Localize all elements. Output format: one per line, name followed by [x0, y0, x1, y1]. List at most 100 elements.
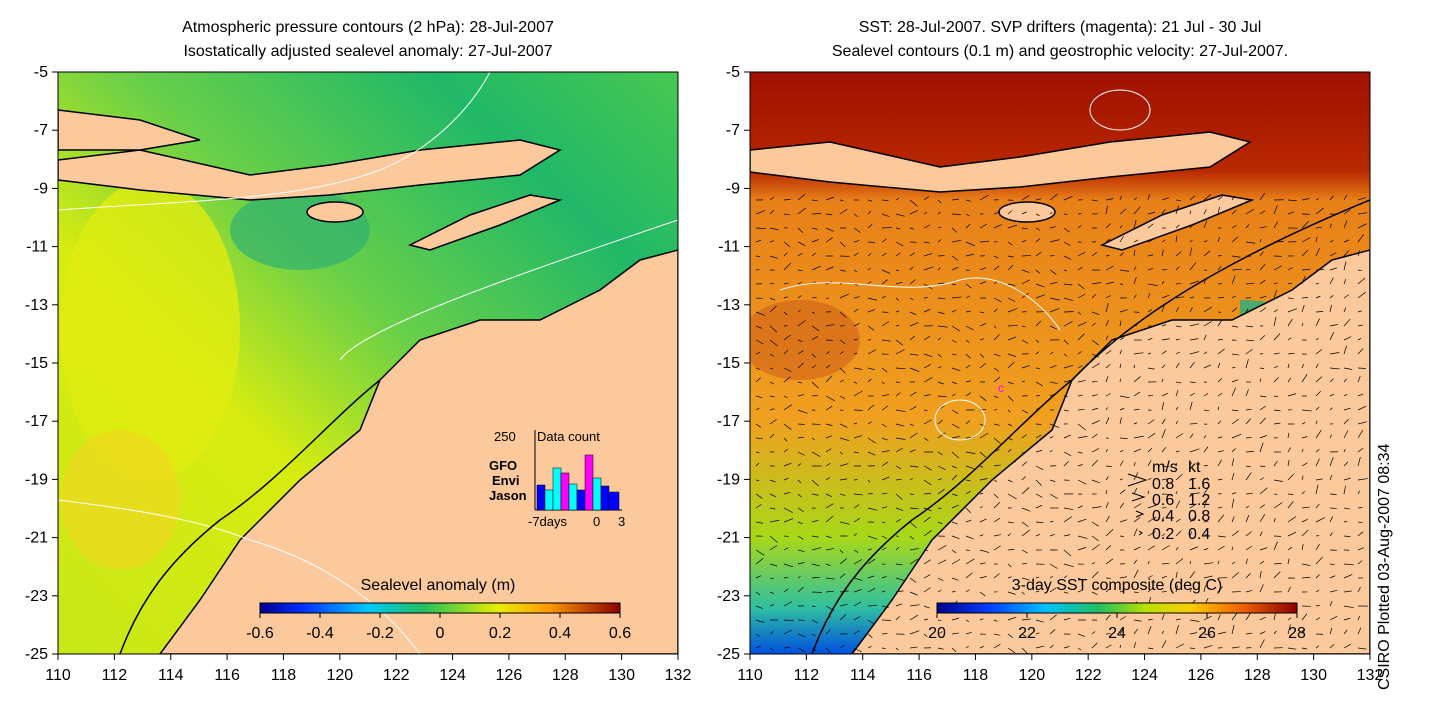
velocity-arrow	[811, 252, 816, 257]
velocity-arrow	[1007, 297, 1016, 302]
legend-arrow-0.6	[1131, 492, 1146, 502]
velocity-arrow	[1105, 295, 1111, 299]
velocity-arrow	[1105, 335, 1109, 341]
velocity-arrow	[1357, 560, 1363, 565]
sst-title-line2: Sealevel contours (0.1 m) and geostrophi…	[832, 43, 1288, 60]
velocity-arrow	[923, 308, 931, 313]
velocity-arrow	[783, 563, 794, 568]
velocity-arrow	[1343, 220, 1348, 229]
velocity-arrow	[1007, 493, 1017, 500]
velocity-arrow	[979, 194, 989, 201]
velocity-arrow	[895, 367, 906, 370]
colorbar-tick-label: 20	[928, 625, 946, 642]
velocity-arrow	[965, 420, 971, 425]
velocity-arrow	[1049, 520, 1054, 523]
velocity-arrow	[853, 352, 858, 355]
velocity-arrow	[1021, 487, 1030, 495]
velocity-arrow	[1161, 590, 1167, 593]
velocity-arrow	[783, 213, 791, 216]
velocity-arrow	[1063, 507, 1074, 510]
sst-timor-island	[1099, 194, 1255, 251]
velocity-arrow	[825, 563, 831, 567]
velocity-arrow	[1147, 504, 1158, 509]
velocity-arrow	[1329, 563, 1335, 566]
velocity-arrow	[811, 353, 816, 358]
velocity-arrow	[881, 321, 890, 327]
velocity-arrow	[1273, 221, 1279, 229]
velocity-arrow	[1105, 376, 1109, 383]
legend-row-kt: 0.4	[1188, 526, 1210, 543]
velocity-arrow	[1231, 492, 1237, 495]
velocity-arrow	[783, 601, 793, 607]
velocity-arrow	[1091, 561, 1096, 565]
y-tick-label: -19	[717, 471, 740, 488]
velocity-arrow	[1007, 437, 1013, 441]
velocity-arrow	[1203, 334, 1207, 341]
velocity-arrow	[937, 381, 944, 385]
velocity-arrow	[1245, 573, 1251, 579]
velocity-arrow	[1021, 562, 1028, 565]
velocity-arrow	[1217, 265, 1222, 271]
velocity-arrow	[1189, 296, 1194, 299]
velocity-arrow	[755, 504, 762, 509]
velocity-arrow	[1035, 493, 1043, 498]
velocity-arrow	[1273, 571, 1281, 579]
velocity-arrow	[1077, 518, 1087, 523]
velocity-arrow	[797, 381, 802, 384]
velocity-arrow	[839, 614, 847, 621]
velocity-arrow	[1189, 571, 1196, 579]
velocity-arrow	[1315, 478, 1323, 481]
sla-low-blob	[230, 190, 370, 270]
velocity-arrow	[1105, 303, 1109, 313]
velocity-arrow	[965, 631, 972, 635]
sla-colorbar	[259, 602, 621, 614]
velocity-arrow	[1343, 605, 1354, 609]
velocity-arrow	[1175, 433, 1184, 439]
velocity-arrow	[1203, 585, 1206, 593]
velocity-arrow	[923, 212, 927, 215]
velocity-arrow	[993, 297, 1002, 303]
velocity-arrow	[1343, 209, 1351, 215]
velocity-arrow	[1105, 319, 1109, 327]
velocity-arrow	[1147, 647, 1154, 650]
inset-title: Data count	[537, 429, 600, 444]
velocity-arrow	[1021, 451, 1026, 454]
velocity-arrow	[1021, 255, 1032, 257]
sst-island-chain	[750, 131, 1252, 193]
velocity-arrow	[1119, 337, 1125, 341]
velocity-arrow	[1259, 584, 1264, 593]
velocity-arrow	[937, 353, 942, 358]
velocity-arrow	[1035, 479, 1042, 486]
velocity-arrow	[1217, 296, 1224, 299]
legend-row-ms: 0.2	[1152, 526, 1174, 543]
velocity-arrow	[1175, 251, 1182, 257]
velocity-arrow	[797, 339, 803, 343]
velocity-arrow	[1189, 361, 1195, 369]
velocity-arrow	[769, 367, 774, 370]
velocity-arrow	[1315, 207, 1324, 215]
velocity-arrow	[1007, 308, 1018, 313]
velocity-arrow	[1035, 521, 1044, 523]
velocity-arrow	[1161, 493, 1172, 495]
velocity-arrow	[993, 281, 998, 285]
velocity-arrow	[1119, 644, 1122, 649]
plot-credit: CSIRO Plotted 03-Aug-2007 08:34	[1376, 443, 1393, 690]
velocity-arrow	[839, 351, 844, 355]
velocity-arrow	[1245, 632, 1253, 635]
velocity-arrow	[1049, 308, 1060, 313]
velocity-arrow	[993, 545, 1001, 551]
velocity-arrow	[1105, 265, 1114, 271]
velocity-arrow	[1203, 464, 1208, 467]
velocity-arrow	[1035, 351, 1040, 355]
legend-row-kt: 0.8	[1188, 508, 1210, 525]
velocity-arrow	[1189, 392, 1195, 397]
velocity-arrow	[1161, 418, 1166, 425]
x-tick-label: 126	[496, 667, 523, 684]
velocity-arrow	[881, 394, 890, 397]
velocity-arrow	[1329, 393, 1335, 397]
velocity-arrow	[1245, 224, 1250, 229]
velocity-arrow	[755, 339, 764, 345]
velocity-arrow	[1091, 642, 1098, 649]
velocity-arrow	[965, 507, 971, 514]
velocity-arrow	[1007, 423, 1013, 427]
